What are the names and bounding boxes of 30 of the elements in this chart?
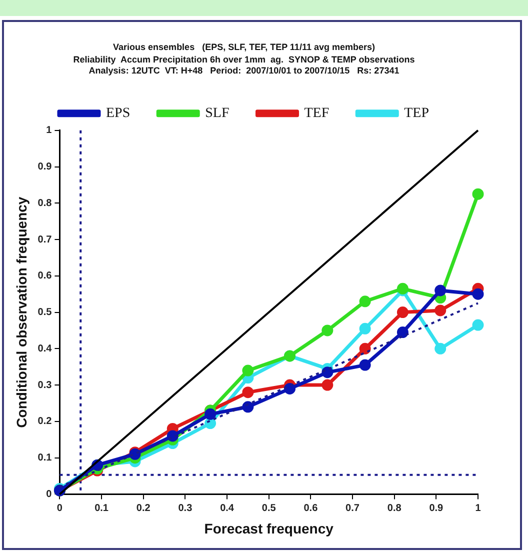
x-tick-label: 0.1 [94, 502, 109, 514]
legend-label: TEP [404, 106, 430, 122]
legend-label: EPS [106, 106, 130, 122]
y-tick-label: 0.7 [38, 234, 52, 246]
x-tick-label: 0.7 [346, 502, 360, 514]
y-tick-label: 0.2 [38, 416, 52, 428]
y-tick-label: 0.6 [38, 270, 52, 282]
y-tick-label: 0.1 [38, 452, 52, 464]
y-tick-label: 1 [46, 125, 52, 136]
x-tick-label: 0.3 [178, 502, 193, 514]
x-tick-label: 0 [56, 502, 63, 514]
y-tick-label: 0.9 [38, 162, 52, 173]
chart-title: Various ensembles (EPS, SLF, TEF, TEP 11/11 avg members) [113, 42, 375, 52]
x-axis-title: Forecast frequency [204, 520, 334, 536]
x-tick-label: 0.6 [304, 502, 318, 514]
y-tick-label: 0 [46, 488, 52, 500]
y-axis-title: Conditional observation frequency [13, 196, 30, 428]
x-tick-label: 0.9 [429, 502, 444, 514]
x-tick-label: 0.5 [262, 502, 276, 514]
x-tick-label: 0.8 [387, 502, 402, 514]
y-tick-label: 0.3 [38, 380, 52, 391]
x-tick-label: 1 [475, 502, 482, 514]
legend-label: TEF [304, 106, 330, 122]
x-tick-label: 0.4 [220, 502, 234, 514]
x-tick-label: 0.2 [136, 502, 151, 514]
chart-subtitle: Reliability Accum Precipitation 6h over 1mm ag. SYNOP & TEMP observations Analysis: 12UTC VT: H+48 Period: 2007/10/01 to 2007/10/15 Rs: 27341 [73, 54, 415, 76]
y-tick-label: 0.8 [38, 198, 52, 209]
legend-label: SLF [205, 106, 230, 122]
y-tick-label: 0.4 [38, 343, 52, 354]
y-tick-label: 0.5 [38, 307, 52, 318]
